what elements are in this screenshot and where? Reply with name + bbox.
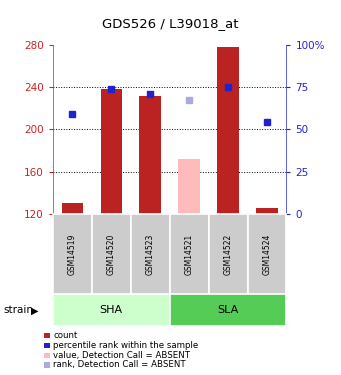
Bar <box>101 89 122 214</box>
Text: GSM14524: GSM14524 <box>263 233 271 275</box>
Bar <box>209 214 248 294</box>
Text: strain: strain <box>3 305 33 315</box>
Text: GSM14520: GSM14520 <box>107 233 116 275</box>
Text: count: count <box>54 331 78 340</box>
Bar <box>131 214 169 294</box>
Text: GSM14521: GSM14521 <box>184 233 194 274</box>
Bar <box>139 96 161 214</box>
Text: GSM14523: GSM14523 <box>146 233 155 275</box>
Text: ▶: ▶ <box>31 305 38 315</box>
Bar <box>169 294 286 326</box>
Bar <box>169 214 209 294</box>
Bar <box>217 47 239 214</box>
Text: GDS526 / L39018_at: GDS526 / L39018_at <box>102 17 239 30</box>
Text: SLA: SLA <box>218 305 239 315</box>
Bar <box>53 294 169 326</box>
Text: value, Detection Call = ABSENT: value, Detection Call = ABSENT <box>54 351 191 360</box>
Bar <box>256 209 278 214</box>
Text: SHA: SHA <box>100 305 123 315</box>
Bar <box>248 214 286 294</box>
Bar <box>92 214 131 294</box>
Bar <box>178 159 200 214</box>
Text: rank, Detection Call = ABSENT: rank, Detection Call = ABSENT <box>54 360 186 369</box>
Bar <box>53 214 92 294</box>
Text: GSM14522: GSM14522 <box>224 233 233 274</box>
Bar <box>62 203 83 214</box>
Text: GSM14519: GSM14519 <box>68 233 77 275</box>
Text: percentile rank within the sample: percentile rank within the sample <box>54 341 199 350</box>
